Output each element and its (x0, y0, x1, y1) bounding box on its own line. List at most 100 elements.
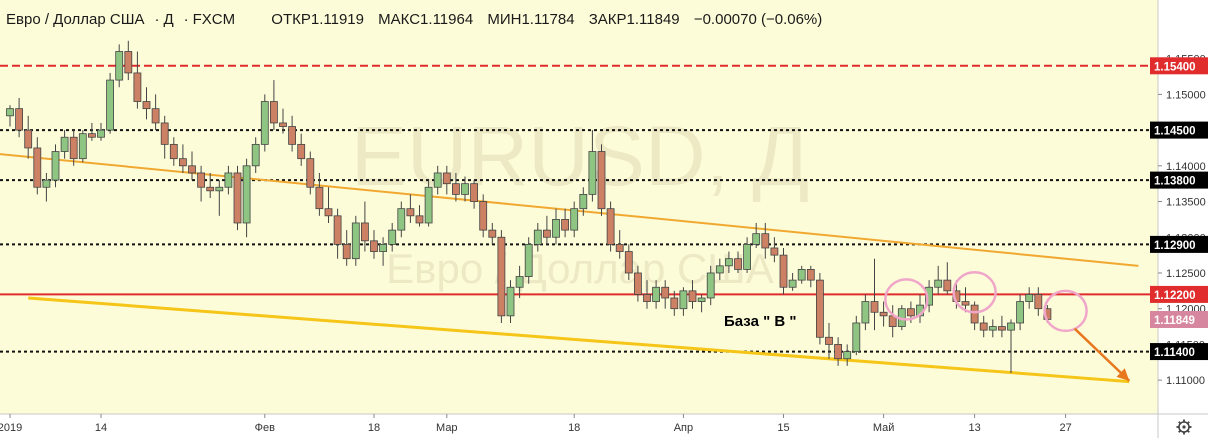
base-b-annotation: База " В " (724, 313, 796, 330)
price-axis[interactable]: 1.155001.150001.145001.140001.135001.130… (1158, 54, 1206, 387)
bearish-candle-body (160, 122, 169, 145)
bullish-candle-body (506, 286, 515, 317)
bearish-candle-body (451, 183, 460, 195)
bearish-candle-body (661, 286, 670, 299)
bearish-candle-body (370, 240, 378, 252)
candle (834, 337, 842, 366)
bearish-candle-body (624, 251, 633, 274)
bearish-candle-body (151, 108, 160, 124)
candle (251, 137, 260, 173)
time-axis[interactable]: 2019 14 Фев 18 Мар 18 Апр 15 Май 13 27 (0, 414, 1072, 434)
candle (706, 265, 715, 306)
candle (33, 137, 42, 195)
watermark-symbol: EURUSD, Д (351, 109, 809, 203)
bearish-candle-body (324, 208, 333, 217)
candle (752, 222, 761, 248)
bearish-candle-body (688, 290, 697, 302)
price-tick-label: 1.15000 (1166, 89, 1206, 101)
bullish-candle-body (51, 151, 60, 181)
symbol-name[interactable]: Евро / Доллар США (6, 11, 145, 28)
candle (670, 290, 679, 316)
level-label: 1.12200 (1154, 290, 1196, 302)
candle (715, 258, 724, 281)
bearish-candle-body (834, 344, 842, 360)
trendlines (0, 153, 1139, 384)
bullish-candle-body (424, 186, 433, 224)
bullish-candle-body (515, 276, 524, 288)
candle (279, 108, 287, 134)
watermark-name: Евро / Доллар США (386, 245, 774, 292)
candle (543, 215, 551, 245)
candle (652, 280, 660, 309)
level-label: 1.11400 (1154, 347, 1195, 359)
highlight-circle (952, 271, 997, 314)
bullish-candle-body (388, 229, 397, 245)
candle (78, 130, 87, 163)
bearish-candle-body (88, 133, 96, 138)
bearish-candle-body (561, 218, 569, 231)
candle (934, 265, 943, 295)
candle (360, 201, 369, 252)
candle (624, 244, 633, 281)
bearish-candle-body (943, 279, 952, 292)
bullish-candle-body (97, 129, 105, 138)
candle (397, 201, 406, 238)
candle (324, 187, 333, 223)
bearish-candle-body (269, 101, 278, 124)
bearish-candle-body (970, 304, 979, 324)
bullish-candle-body (224, 172, 233, 188)
bearish-candle-body (816, 279, 824, 338)
candle (297, 133, 306, 166)
bullish-candle-body (797, 269, 806, 281)
bullish-candle-body (706, 272, 715, 299)
bearish-candle-body (761, 233, 770, 249)
bullish-candle-body (251, 143, 260, 167)
candle (315, 172, 324, 216)
ohlc-low: МИН1.11784 (487, 11, 575, 28)
bullish-candle-body (260, 101, 269, 145)
time-tick-label: 18 (368, 422, 380, 434)
bearish-candle-body (606, 208, 615, 245)
candle (1025, 287, 1034, 309)
bearish-candle-body (825, 336, 833, 345)
price-level-labels: 1.15400 1.14500 1.13800 1.12900 1.12200 1.114… (1150, 57, 1208, 361)
gear-icon[interactable] (1176, 419, 1192, 435)
support-trendline (28, 296, 1130, 384)
arrow-head (1116, 368, 1130, 381)
bullish-candle-body (715, 265, 724, 274)
level-label-bg (1150, 343, 1208, 361)
candle (415, 205, 424, 227)
candle (24, 115, 33, 159)
candle (1007, 319, 1015, 373)
candle (470, 180, 479, 209)
time-tick-label: Май (873, 422, 895, 434)
bullish-candle-body (788, 279, 797, 288)
interval[interactable]: Д (163, 11, 174, 28)
candle (106, 72, 114, 134)
candle (843, 344, 852, 366)
bearish-candle-body (69, 136, 78, 160)
candle (998, 315, 1006, 338)
bullish-candle-body (461, 183, 469, 195)
candle (806, 265, 815, 288)
level-label-bg (1150, 121, 1208, 139)
candles (6, 40, 1052, 373)
candle (97, 122, 105, 141)
bearish-candle-body (597, 151, 606, 210)
highlight-circles (884, 271, 1088, 333)
candle (961, 287, 970, 313)
price-levels (0, 64, 1158, 353)
bullish-candle-body (397, 208, 406, 231)
candle (479, 194, 488, 238)
candle (861, 294, 870, 331)
level-label: 1.13800 (1154, 176, 1196, 188)
candle (870, 258, 879, 331)
price-tick-label: 1.14000 (1166, 161, 1206, 173)
time-tick-label: 27 (1059, 422, 1071, 434)
level-label-bg (1150, 235, 1208, 253)
bullish-candle-body (106, 79, 114, 131)
candle (88, 122, 96, 141)
bearish-candle-body (879, 311, 888, 317)
